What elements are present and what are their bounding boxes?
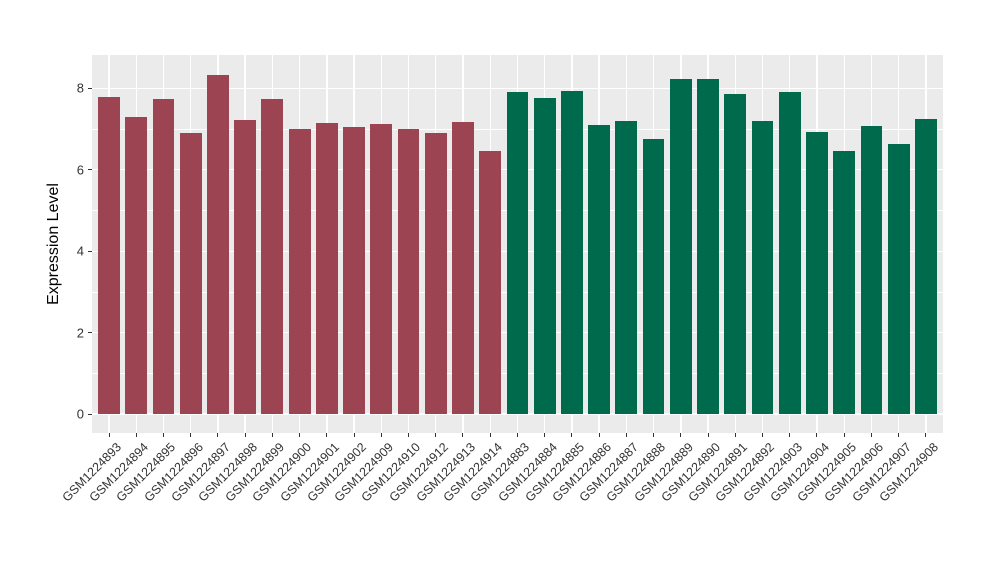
x-tick-mark [135, 433, 137, 437]
x-tick-mark [489, 433, 491, 437]
bar [806, 131, 828, 414]
x-tick-mark [707, 433, 709, 437]
bar [615, 120, 638, 414]
x-tick-mark [762, 433, 764, 437]
bar [915, 118, 937, 414]
y-tick-label: 0 [76, 406, 84, 422]
x-tick-mark [380, 433, 382, 437]
bar [588, 125, 611, 414]
y-tick-label: 4 [76, 243, 84, 259]
bar [179, 132, 202, 414]
x-tick-mark [244, 433, 246, 437]
bar [152, 98, 175, 414]
bar [751, 121, 774, 414]
x-tick-mark [353, 433, 355, 437]
y-tick-label: 6 [76, 162, 84, 178]
bar [207, 74, 229, 414]
x-tick-mark [571, 433, 573, 437]
x-tick-mark [544, 433, 546, 437]
y-axis-title: Expression Level [45, 183, 62, 305]
bar [98, 97, 120, 414]
x-tick-mark [190, 433, 192, 437]
x-tick-mark [653, 433, 655, 437]
bar [479, 150, 502, 414]
bar [669, 79, 692, 414]
x-tick-mark [217, 433, 219, 437]
y-tick-mark [88, 169, 92, 171]
x-tick-mark [680, 433, 682, 437]
bar [234, 120, 257, 414]
bar [778, 91, 801, 414]
x-tick-mark [271, 433, 273, 437]
y-tick-label: 2 [76, 325, 84, 341]
bar [833, 150, 856, 414]
bar [452, 122, 474, 414]
x-tick-mark [299, 433, 301, 437]
bar [397, 129, 420, 414]
y-tick-mark [88, 332, 92, 334]
x-tick-mark [898, 433, 900, 437]
x-tick-mark [789, 433, 791, 437]
y-tick-label: 8 [76, 80, 84, 96]
x-tick-mark [925, 433, 927, 437]
bar [506, 91, 529, 414]
bar [860, 126, 883, 414]
bar [697, 79, 719, 414]
x-tick-mark [326, 433, 328, 437]
bar [424, 132, 447, 414]
plot-panel [92, 55, 943, 433]
bar [261, 98, 284, 414]
bar [724, 94, 747, 414]
x-tick-mark [516, 433, 518, 437]
x-tick-mark [598, 433, 600, 437]
bar [343, 127, 365, 414]
bar [642, 138, 665, 414]
x-tick-mark [843, 433, 845, 437]
bar [315, 123, 338, 414]
x-tick-mark [435, 433, 437, 437]
x-tick-mark [462, 433, 464, 437]
x-tick-mark [734, 433, 736, 437]
x-tick-mark [162, 433, 164, 437]
x-tick-mark [870, 433, 872, 437]
bar [288, 129, 311, 414]
x-tick-mark [816, 433, 818, 437]
bar [533, 97, 556, 414]
bar [561, 91, 583, 414]
bar [370, 124, 393, 414]
x-tick-mark [108, 433, 110, 437]
x-tick-mark [408, 433, 410, 437]
bar [887, 143, 910, 414]
y-tick-mark [88, 413, 92, 415]
bar [125, 116, 148, 414]
x-tick-mark [625, 433, 627, 437]
y-tick-mark [88, 87, 92, 89]
y-tick-mark [88, 250, 92, 252]
